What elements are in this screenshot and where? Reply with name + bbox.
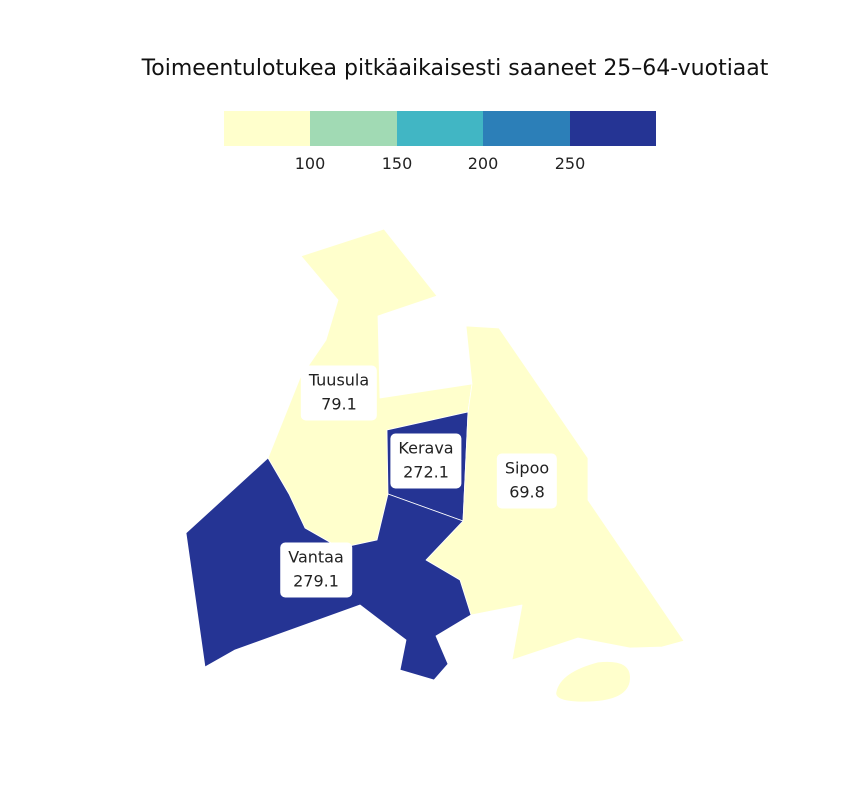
legend-swatch-3 [396,111,484,146]
region-value: 69.8 [509,482,545,502]
legend-tick-100: 100 [294,154,326,173]
legend-swatch-4 [483,111,570,146]
region-label-tuusula: Tuusula 79.1 [300,365,378,421]
region-label-kerava: Kerava 272.1 [390,433,462,489]
legend-tick-200: 200 [467,154,499,173]
map-title: Toimeentulotukea pitkäaikaisesti saaneet… [141,56,769,81]
region-name: Tuusula [308,370,370,390]
region-name: Kerava [398,438,454,458]
region-value: 272.1 [403,462,449,482]
region-name: Vantaa [288,547,344,567]
legend-swatch-5 [569,111,657,146]
region-sipoo-island [555,661,631,703]
legend-tick-150: 150 [381,154,413,173]
legend-swatch-2 [310,111,397,146]
legend-tick-250: 250 [554,154,586,173]
region-label-sipoo: Sipoo 69.8 [496,453,558,509]
region-name: Sipoo [504,458,550,478]
region-value: 279.1 [293,571,339,591]
color-legend [224,111,657,146]
region-label-vantaa: Vantaa 279.1 [280,542,352,598]
region-value: 79.1 [321,394,357,414]
legend-swatch-1 [224,111,311,146]
